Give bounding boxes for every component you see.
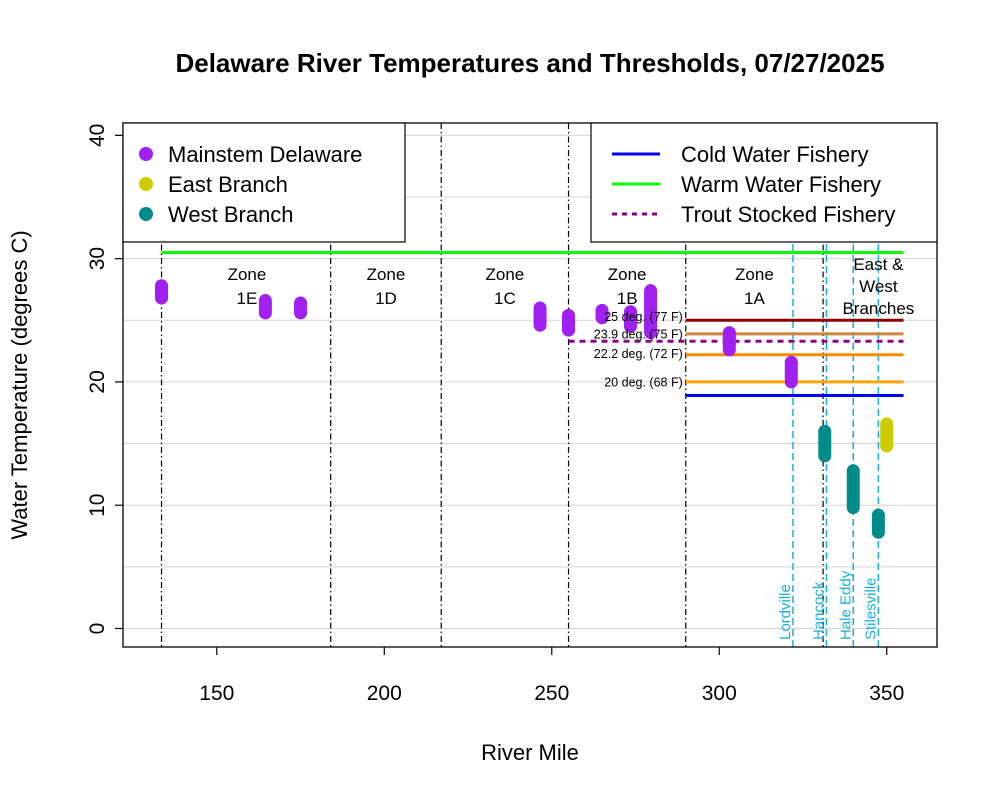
legend-fisheries: Cold Water Fishery Warm Water Fishery Trou… [590,122,938,243]
zone-label: 1C [494,289,516,308]
legend-marker [139,207,153,221]
legend-entry: West Branch [168,202,294,227]
plot-frame [122,122,938,648]
legend-entry: Trout Stocked Fishery [681,202,895,227]
chart-annotations: Zone 1E Zone 1D Zone 1C Zone 1B Zone 1A East & West… [228,255,915,389]
town-label: Lordville [777,584,794,640]
y-tick-label: 20 [86,370,109,393]
threshold-label: 22.2 deg. (72 F) [594,347,683,361]
town-lines: Lordville Hancock Hale Eddy Stilesville [777,123,879,647]
zone-label: 1E [237,289,258,308]
chart-title: Delaware River Temperatures and Threshol… [175,48,884,78]
grid-lines [123,134,937,630]
y-tick-label: 40 [86,124,109,147]
branch-zone-label: East & [853,255,904,274]
x-tick-label: 350 [869,682,904,705]
threshold-label: 20 deg. (68 F) [604,375,683,389]
zone-label: 1A [744,289,765,308]
x-tick-label: 150 [199,682,234,705]
zone-label: Zone [486,265,525,284]
town-label: Stilesville [862,577,879,640]
zone-label: Zone [228,265,267,284]
legend-entry: East Branch [168,172,288,197]
legend-sites: Mainstem Delaware East Branch West Branch [122,122,406,243]
legend-entry: Mainstem Delaware [168,142,362,167]
zone-boundaries [160,123,824,647]
axes: 150 200 250 300 350 0 10 20 30 40 [86,124,904,705]
legend-marker [139,147,153,161]
town-label: Hale Eddy [837,570,854,640]
branch-zone-label: West [859,277,898,296]
y-tick-label: 10 [86,494,109,517]
data-points [155,279,894,539]
zone-label: Zone [367,265,406,284]
town-label: Hancock [810,581,827,640]
legend-box [122,122,406,243]
threshold-label: 25 deg. (77 F) [604,310,683,324]
y-tick-label: 0 [86,623,109,635]
threshold-label: 23.9 deg. (75 F) [594,327,683,341]
x-tick-label: 300 [702,682,737,705]
x-tick-label: 250 [534,682,569,705]
zone-label: 1D [375,289,397,308]
zone-label: 1B [617,289,638,308]
legend-marker [139,177,153,191]
branch-zone-label: Branches [842,299,914,318]
legend-entry: Cold Water Fishery [681,142,868,167]
zone-label: Zone [608,265,647,284]
x-axis-label: River Mile [481,740,579,765]
zone-label: Zone [735,265,774,284]
legend-entry: Warm Water Fishery [681,172,881,197]
y-tick-label: 30 [86,247,109,270]
x-tick-label: 200 [367,682,402,705]
y-axis-label: Water Temperature (degrees C) [7,230,32,539]
